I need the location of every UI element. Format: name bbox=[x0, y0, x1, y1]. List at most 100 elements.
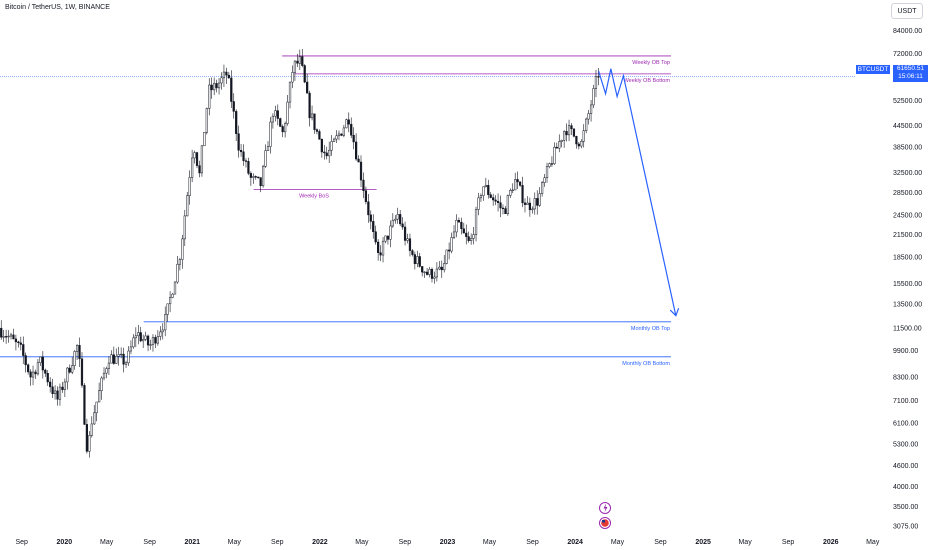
candle-body bbox=[5, 336, 8, 338]
candle-body bbox=[538, 193, 541, 206]
y-axis: 84000.00 72000.00 52500.00 44500.00 38500.00… bbox=[893, 28, 922, 530]
candle-body bbox=[423, 271, 426, 274]
candle-body bbox=[139, 332, 142, 342]
candle-body bbox=[51, 386, 54, 395]
candle-body bbox=[298, 56, 301, 64]
candle-body bbox=[528, 202, 531, 211]
candle-body bbox=[425, 271, 429, 275]
candle-body bbox=[0, 327, 3, 338]
candle-body bbox=[247, 160, 250, 174]
candle-body bbox=[210, 84, 213, 91]
candle-body bbox=[450, 237, 453, 252]
y-tick-label: 44500.00 bbox=[893, 123, 922, 130]
y-tick-label: 4000.00 bbox=[893, 484, 918, 491]
candle-body bbox=[315, 129, 319, 132]
candle-body bbox=[506, 195, 509, 214]
y-tick-label: 3075.00 bbox=[893, 523, 918, 530]
candle-body bbox=[337, 133, 341, 137]
candle-body bbox=[350, 123, 353, 136]
x-tick-label: 2021 bbox=[185, 539, 201, 546]
x-tick-label: 2023 bbox=[440, 539, 456, 546]
candle-body bbox=[144, 335, 147, 340]
candle-body bbox=[98, 390, 101, 403]
candle-body bbox=[550, 163, 554, 165]
x-tick-label: 2026 bbox=[823, 539, 839, 546]
candle-body bbox=[313, 113, 316, 130]
candle-body bbox=[587, 113, 590, 120]
candle-body bbox=[511, 189, 514, 191]
candle-body bbox=[254, 176, 257, 178]
candle-body bbox=[284, 123, 287, 133]
candle-body bbox=[499, 202, 502, 209]
x-tick-label: Sep bbox=[399, 539, 412, 546]
y-tick-label: 21500.00 bbox=[893, 232, 922, 239]
candle-body bbox=[242, 151, 245, 161]
x-tick-label: May bbox=[611, 539, 625, 546]
candle-body bbox=[142, 339, 145, 342]
candle-body bbox=[105, 368, 108, 374]
candle-body bbox=[377, 241, 380, 253]
candle-body bbox=[112, 354, 115, 364]
candle-body bbox=[396, 214, 399, 220]
candle-body bbox=[531, 208, 534, 211]
projection-arrowhead bbox=[669, 307, 680, 317]
candle-body bbox=[406, 238, 409, 241]
zone-label: Weekly BoS bbox=[299, 194, 329, 200]
y-tick-label: 6100.00 bbox=[893, 421, 918, 428]
candle-body bbox=[259, 177, 262, 187]
candle-body bbox=[472, 234, 475, 239]
y-tick-label: 84000.00 bbox=[893, 28, 922, 35]
y-tick-label: 52500.00 bbox=[893, 98, 922, 105]
candle-body bbox=[496, 201, 500, 203]
candle-body bbox=[474, 209, 478, 235]
candle-body bbox=[149, 344, 152, 346]
candle-body bbox=[291, 72, 294, 83]
candle-body bbox=[276, 110, 279, 119]
x-tick-label: Sep bbox=[782, 539, 795, 546]
y-tick-label: 72000.00 bbox=[893, 51, 922, 58]
candle-body bbox=[71, 365, 74, 373]
candle-body bbox=[90, 423, 93, 436]
candle-body bbox=[421, 266, 424, 273]
candle-body bbox=[428, 269, 431, 275]
currency-selector[interactable]: USDT bbox=[891, 3, 923, 19]
zone-lines: Weekly OB Top Weekly OB Bottom Weekly BoS M… bbox=[0, 55, 671, 367]
candle-body bbox=[460, 221, 463, 230]
candle-body bbox=[541, 182, 544, 194]
candle-body bbox=[470, 238, 473, 242]
candle-body bbox=[401, 223, 404, 228]
candle-body bbox=[293, 60, 297, 73]
candle-body bbox=[63, 381, 66, 390]
symbol-tag: BTCUSDT bbox=[856, 65, 890, 74]
y-tick-label: 4600.00 bbox=[893, 463, 918, 470]
candle-body bbox=[85, 424, 88, 452]
candle-body bbox=[132, 337, 135, 348]
candles bbox=[0, 49, 600, 458]
candle-body bbox=[244, 160, 248, 162]
candle-body bbox=[504, 208, 507, 214]
candle-body bbox=[215, 83, 218, 89]
candle-body bbox=[501, 207, 505, 210]
candle-body bbox=[115, 356, 118, 364]
candle-body bbox=[553, 146, 556, 165]
x-tick-label: 2022 bbox=[312, 539, 328, 546]
candle-body bbox=[399, 214, 402, 225]
candle-body bbox=[465, 232, 468, 237]
candle-body bbox=[487, 184, 490, 195]
candle-body bbox=[570, 125, 573, 130]
candle-body bbox=[193, 152, 196, 159]
x-tick-label: Sep bbox=[15, 539, 28, 546]
candle-body bbox=[372, 221, 375, 232]
x-tick-label: Sep bbox=[143, 539, 156, 546]
candle-body bbox=[303, 65, 306, 83]
candle-body bbox=[364, 190, 368, 202]
candle-body bbox=[264, 150, 267, 167]
x-tick-label: 2024 bbox=[567, 539, 583, 546]
x-tick-label: May bbox=[738, 539, 752, 546]
candle-body bbox=[271, 115, 275, 123]
candle-body bbox=[489, 194, 492, 198]
candle-body bbox=[75, 345, 79, 352]
candle-body bbox=[53, 390, 57, 395]
candle-body bbox=[558, 141, 561, 149]
y-tick-label: 24500.00 bbox=[893, 212, 922, 219]
